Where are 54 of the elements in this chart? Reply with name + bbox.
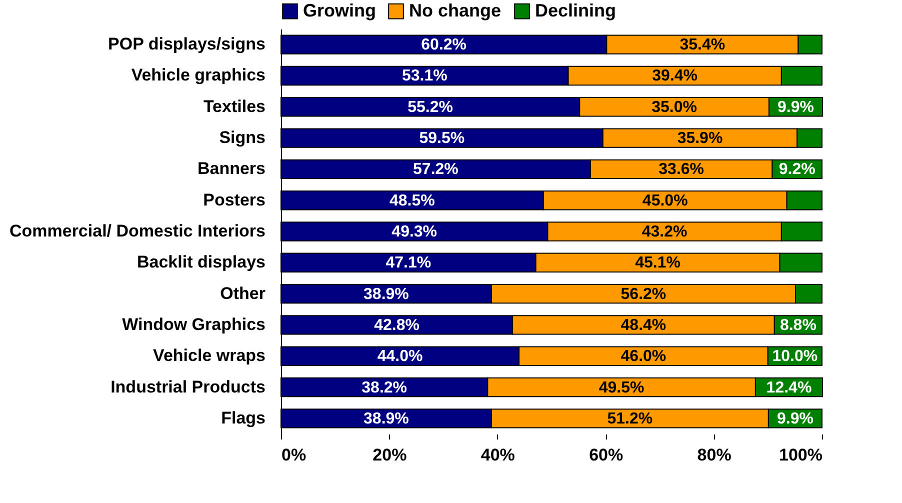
- data-label: 49.5%: [598, 379, 644, 396]
- data-label: 43.2%: [642, 224, 688, 240]
- data-label: 45.1%: [635, 254, 680, 272]
- data-label: 59.5%: [419, 130, 465, 148]
- data-label: 8.8%: [780, 316, 816, 334]
- y-tick-label: Banners: [197, 159, 266, 178]
- data-label: 35.9%: [677, 130, 723, 148]
- data-label: 48.5%: [390, 192, 435, 210]
- data-label: 38.9%: [364, 286, 409, 303]
- y-tick-label: Posters: [203, 190, 266, 210]
- data-label: 55.2%: [408, 98, 454, 116]
- data-label: 33.6%: [658, 161, 704, 178]
- x-tick-label: 60%: [589, 446, 624, 464]
- x-tick-label: 0%: [282, 446, 306, 464]
- y-tick-label: Vehicle graphics: [131, 66, 266, 85]
- data-label: 39.4%: [652, 68, 698, 85]
- y-tick-label: Industrial Products: [110, 377, 266, 396]
- data-label: 46.0%: [620, 348, 666, 366]
- x-tick-label: 40%: [480, 446, 515, 464]
- y-tick-label: Textiles: [203, 96, 266, 116]
- y-tick-label: Commercial/ Domestic Interiors: [9, 222, 266, 240]
- x-tick-label: 100%: [779, 446, 822, 464]
- data-label: 48.4%: [620, 316, 666, 334]
- legend-label: Growing: [303, 0, 376, 20]
- data-label: 9.9%: [776, 410, 814, 428]
- y-tick-label: POP displays/signs: [108, 34, 266, 54]
- y-tick-label: Vehicle wraps: [153, 346, 266, 366]
- data-label: 56.2%: [620, 286, 666, 303]
- data-label: 35.0%: [652, 98, 697, 116]
- y-tick-label: Backlit displays: [136, 252, 266, 272]
- y-tick-label: Signs: [219, 128, 266, 148]
- data-label: 49.3%: [392, 224, 438, 240]
- legend-label: No change: [409, 0, 502, 20]
- data-label: 12.4%: [766, 379, 812, 396]
- data-label: 10.0%: [772, 348, 818, 366]
- legend-label: Declining: [535, 0, 616, 20]
- data-label: 38.2%: [362, 379, 408, 396]
- data-label: 35.4%: [680, 36, 726, 54]
- y-tick-label: Flags: [221, 408, 266, 428]
- y-tick-label: Other: [220, 284, 266, 303]
- data-label: 38.9%: [364, 410, 409, 428]
- data-label: 42.8%: [374, 316, 420, 334]
- data-label: 60.2%: [421, 36, 467, 54]
- x-tick-label: 80%: [697, 446, 732, 464]
- data-label: 47.1%: [386, 254, 432, 272]
- y-tick-label: Window Graphics: [122, 314, 266, 334]
- data-label: 45.0%: [642, 192, 688, 210]
- data-label: 9.9%: [778, 98, 814, 116]
- data-label: 9.2%: [778, 161, 816, 178]
- x-tick-label: 20%: [372, 446, 407, 464]
- data-label: 51.2%: [607, 410, 653, 428]
- data-label: 44.0%: [377, 348, 423, 366]
- data-label: 53.1%: [402, 68, 448, 85]
- data-label: 57.2%: [413, 161, 458, 178]
